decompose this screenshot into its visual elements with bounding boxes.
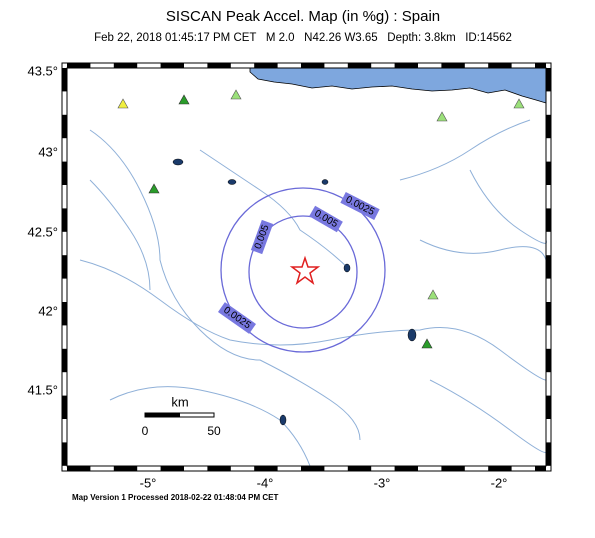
- frame-segment: [546, 348, 551, 373]
- contour-outer: [220, 187, 386, 353]
- sea: [249, 67, 547, 104]
- lon-label: -3°: [374, 475, 391, 490]
- map-area: 0.0025 0.005 0.005 0.0025 km 0 50: [67, 67, 547, 467]
- lon-label: -4°: [257, 475, 274, 490]
- lat-label: 42°: [38, 303, 58, 318]
- frame-segment: [546, 395, 551, 419]
- frame-segment: [207, 466, 231, 471]
- scale-unit: km: [171, 394, 188, 409]
- contour-label-box: [250, 219, 274, 255]
- subtitle: Feb 22, 2018 01:45:17 PM CET M 2.0 N42.2…: [94, 32, 512, 44]
- frame-segment: [62, 208, 67, 232]
- frame-segment: [62, 255, 67, 279]
- scale-end: 50: [207, 424, 221, 438]
- frame-segment: [394, 466, 418, 471]
- frame-segment: [546, 68, 551, 92]
- frame-segment: [546, 114, 551, 139]
- frame-segment: [301, 63, 325, 68]
- frame-segment: [62, 302, 67, 326]
- frame-segment: [67, 63, 91, 68]
- frame-segment: [62, 395, 67, 419]
- title: SISCAN Peak Accel. Map (in %g) : Spain: [166, 8, 440, 25]
- lon-label: -5°: [140, 475, 157, 490]
- frame-segment: [535, 466, 546, 471]
- frame-segment: [62, 68, 67, 92]
- frame-segment: [488, 63, 512, 68]
- frame-segment: [347, 63, 372, 68]
- frame-segment: [301, 466, 325, 471]
- lat-label: 41.5°: [27, 382, 58, 397]
- frame-segment: [347, 466, 372, 471]
- station: [148, 183, 160, 194]
- frame-segment: [160, 466, 184, 471]
- land: [67, 68, 546, 466]
- frame-segment: [254, 63, 278, 68]
- lat-label: 42.5°: [27, 224, 58, 239]
- lat-label: 43.5°: [27, 63, 58, 78]
- frame-segment: [546, 161, 551, 185]
- frame-segment: [160, 63, 184, 68]
- lon-label: -2°: [491, 475, 508, 490]
- station: [230, 89, 242, 100]
- contour-label-box: [309, 205, 343, 233]
- frame-segment: [535, 63, 546, 68]
- frame-segment: [546, 208, 551, 232]
- contour-label-box: [340, 192, 380, 220]
- map-frame: [61, 62, 552, 472]
- frame-segment: [62, 161, 67, 185]
- station: [513, 98, 525, 109]
- contour-inner: [248, 215, 358, 329]
- frame-segment: [207, 63, 231, 68]
- footer: Map Version 1 Processed 2018-02-22 01:48…: [72, 493, 278, 502]
- frame-segment: [254, 466, 278, 471]
- epicenter: [289, 255, 321, 285]
- frame-segment: [113, 466, 138, 471]
- coordinate-labels: 43.5° 43° 42.5° 42° 41.5° -5° -4° -3° -2°: [27, 63, 507, 490]
- frame-segment: [113, 63, 138, 68]
- frame-segment: [546, 302, 551, 326]
- frame-segment: [67, 466, 91, 471]
- station: [117, 98, 129, 109]
- station: [436, 111, 448, 122]
- scale-bar-fill: [145, 413, 180, 417]
- frame-segment: [441, 63, 465, 68]
- frame-segment: [546, 255, 551, 279]
- frame-segment: [394, 63, 418, 68]
- frame-segment: [62, 348, 67, 373]
- frame-segment: [488, 466, 512, 471]
- frame-segment: [62, 114, 67, 139]
- frame-segment: [62, 442, 67, 466]
- contour-label-box: [217, 302, 257, 334]
- station: [427, 289, 439, 300]
- station: [178, 94, 190, 105]
- station: [421, 338, 433, 349]
- lat-label: 43°: [38, 144, 58, 159]
- frame-segment: [441, 466, 465, 471]
- frame-segment: [546, 442, 551, 466]
- scale-start: 0: [142, 424, 149, 438]
